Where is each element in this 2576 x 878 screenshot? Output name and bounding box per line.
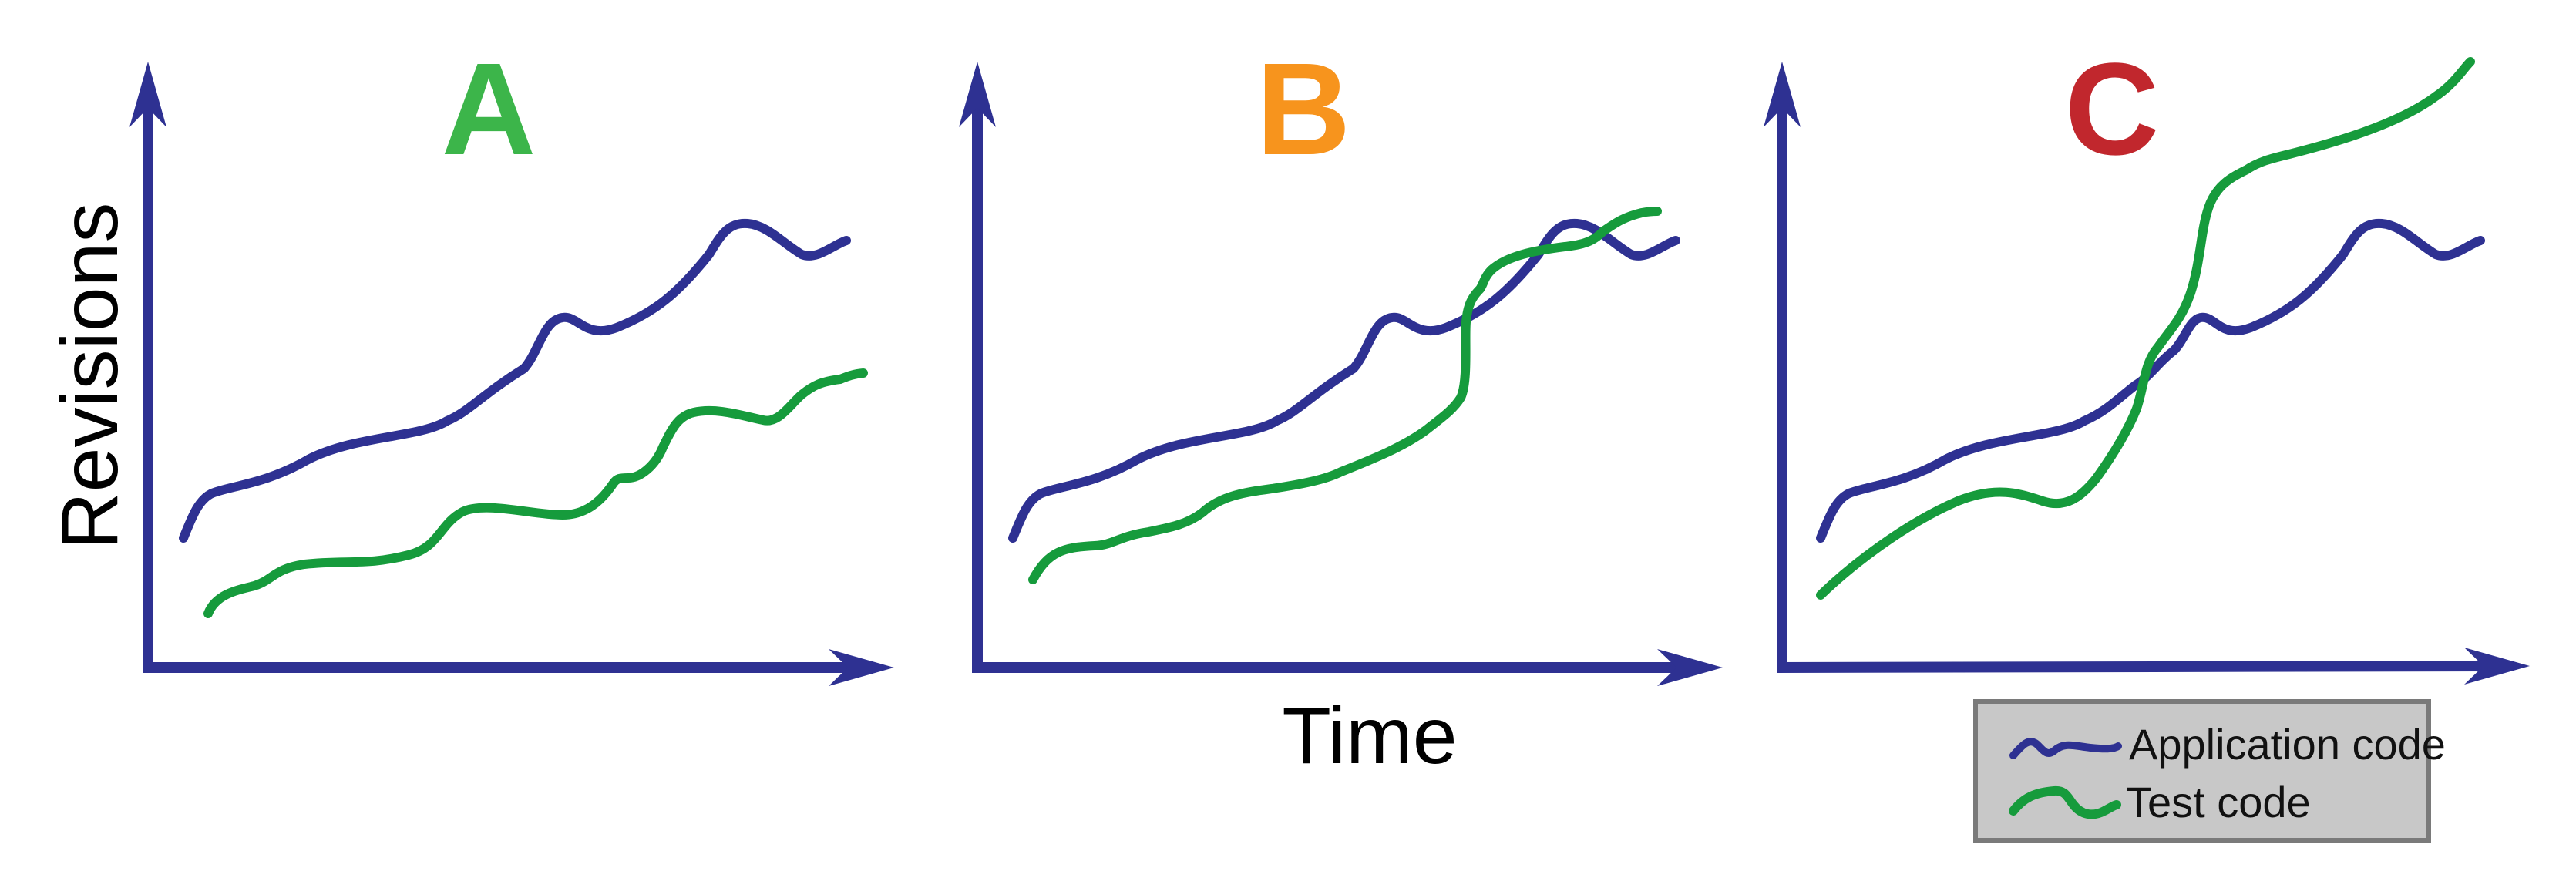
application-code-label: Application code (2129, 720, 2446, 769)
test-code-label: Test code (2126, 778, 2311, 826)
legend-box (1973, 699, 2431, 843)
panel-c: C (1764, 36, 2530, 685)
panel-c-y-axis (1764, 62, 1801, 672)
panel-a-letter: A (442, 36, 536, 183)
panel-c-letter: C (2065, 36, 2160, 183)
panel-b-letter: B (1256, 36, 1351, 183)
panel-b: B (959, 36, 1723, 686)
panel-a-test-code-curve (203, 368, 868, 618)
application-code-swatch-icon (2009, 738, 2122, 759)
legend: Application code Test code (1973, 699, 2446, 843)
panel-a-y-axis (129, 62, 166, 672)
panel-b-x-axis (972, 649, 1723, 686)
panel-b-application-code-curve (1008, 218, 1680, 543)
panel-c-test-code-curve (1816, 57, 2475, 600)
panel-a: A (129, 36, 894, 686)
legend-item-application-code: Application code (2009, 720, 2446, 769)
panel-b-y-axis (959, 62, 996, 672)
panel-a-x-axis (143, 649, 894, 686)
x-axis-title: Time (1282, 691, 1457, 781)
legend-item-test-code: Test code (2009, 778, 2311, 826)
panel-a-application-code-curve (179, 218, 851, 543)
y-axis-title: Revisions (45, 203, 135, 550)
test-code-swatch-icon (2009, 785, 2121, 819)
panel-b-test-code-curve (1028, 207, 1662, 584)
panel-c-application-code-curve (1816, 218, 2485, 543)
panel-c-x-axis (1776, 648, 2530, 685)
